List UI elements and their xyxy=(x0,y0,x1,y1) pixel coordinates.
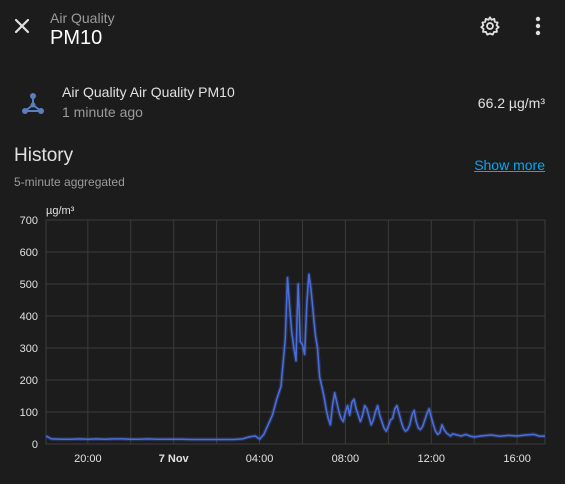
gear-icon xyxy=(480,16,500,36)
x-tick-label: 08:00 xyxy=(332,453,360,465)
history-subtitle: 5-minute aggregated xyxy=(14,175,125,189)
show-more-link[interactable]: Show more xyxy=(474,157,545,173)
y-tick-label: 400 xyxy=(20,311,38,323)
x-tick-label: 04:00 xyxy=(246,453,274,465)
more-vert-icon xyxy=(535,16,541,36)
x-axis: 20:00 7 Nov 04:00 08:00 12:00 16:00 xyxy=(74,453,531,465)
close-icon xyxy=(14,18,30,34)
y-tick-label: 100 xyxy=(20,407,38,419)
y-tick-label: 0 xyxy=(32,439,38,451)
breadcrumb: Air Quality xyxy=(50,10,115,26)
history-chart[interactable]: 0 100 200 300 400 500 600 700 20:00 7 Nov 04:00 08… xyxy=(0,200,565,484)
entity-name: Air Quality Air Quality PM10 xyxy=(62,84,235,100)
settings-button[interactable] xyxy=(471,6,509,46)
x-tick-label: 12:00 xyxy=(417,453,445,465)
y-tick-label: 300 xyxy=(20,343,38,355)
x-tick-label: 20:00 xyxy=(74,453,102,465)
close-button[interactable] xyxy=(4,6,40,46)
page-title: PM10 xyxy=(50,27,103,49)
entity-last-changed: 1 minute ago xyxy=(62,104,143,120)
entity-row[interactable]: Air Quality Air Quality PM10 1 minute ag… xyxy=(0,78,565,128)
entity-state: 66.2 µg/m³ xyxy=(477,95,545,111)
y-axis: 0 100 200 300 400 500 600 700 xyxy=(20,215,38,451)
x-tick-label: 16:00 xyxy=(503,453,531,465)
molecule-icon xyxy=(18,90,48,120)
y-tick-label: 700 xyxy=(20,215,38,227)
y-tick-label: 200 xyxy=(20,375,38,387)
chart-series xyxy=(45,272,546,442)
history-title: History xyxy=(14,145,74,166)
x-tick-label: 7 Nov xyxy=(159,453,190,465)
chart-grid xyxy=(45,219,546,445)
dialog-header: Air Quality PM10 xyxy=(0,0,565,56)
more-options-button[interactable] xyxy=(520,6,556,46)
y-tick-label: 500 xyxy=(20,279,38,291)
y-tick-label: 600 xyxy=(20,247,38,259)
y-axis-label: µg/m³ xyxy=(46,205,75,217)
series-line xyxy=(45,273,546,441)
